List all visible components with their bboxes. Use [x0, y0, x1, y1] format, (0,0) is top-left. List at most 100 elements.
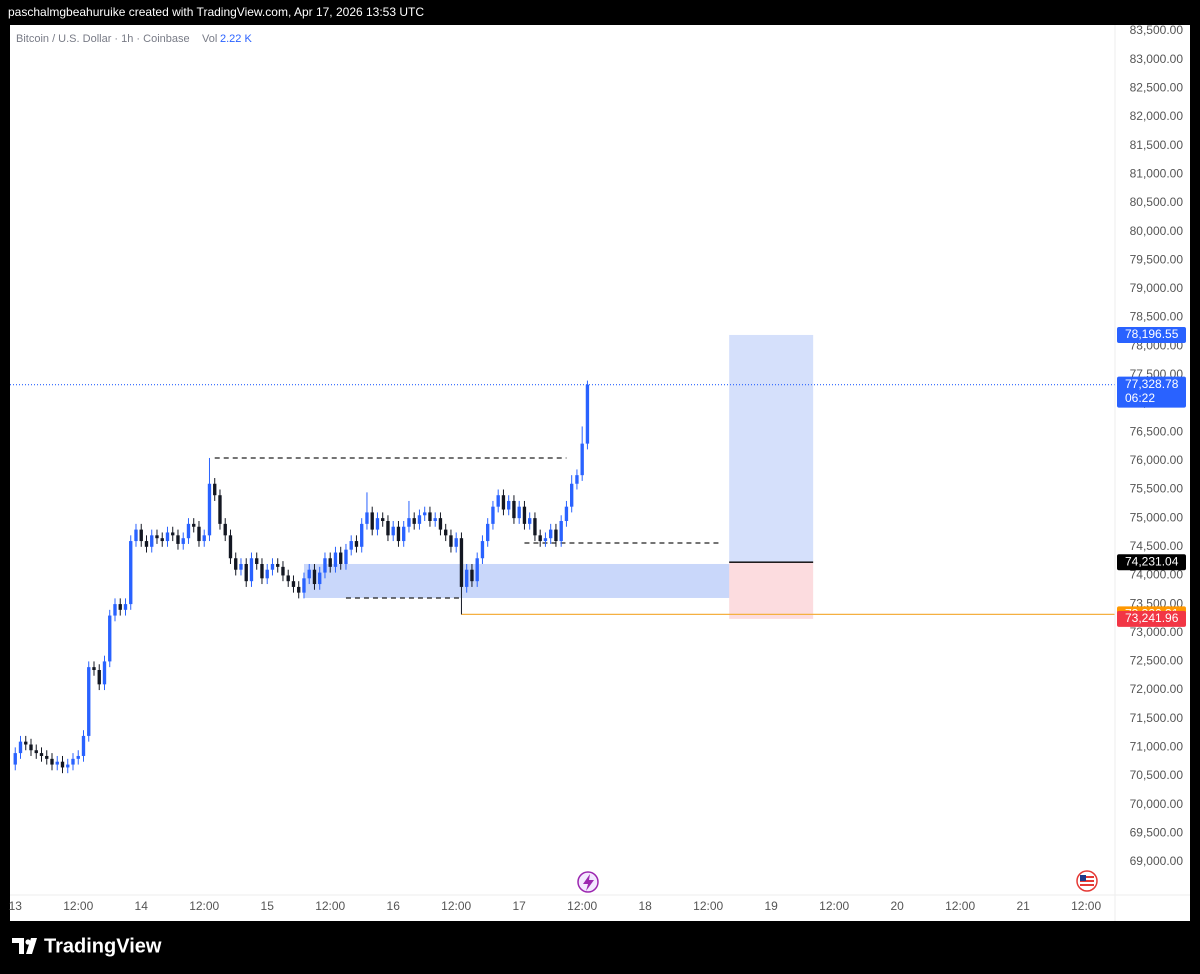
candle-body	[213, 483, 217, 496]
candle-body	[517, 506, 521, 519]
y-tick-label: 80,000.00	[1130, 224, 1184, 238]
candle-body	[139, 529, 143, 542]
candle-body	[496, 495, 500, 507]
zone	[303, 563, 735, 598]
y-tick-label: 83,500.00	[1130, 23, 1184, 37]
y-tick-label: 71,000.00	[1130, 740, 1184, 754]
logo-text: TradingView	[44, 935, 162, 957]
flag-icon	[1076, 870, 1098, 892]
candle-body	[438, 518, 443, 530]
y-tick-label: 79,000.00	[1130, 281, 1184, 295]
candle-body	[454, 538, 458, 547]
candle-body	[87, 667, 91, 736]
candle-body	[239, 563, 243, 570]
candle-body	[71, 758, 75, 765]
event-icon	[577, 871, 599, 893]
legend-symbol: Bitcoin / U.S. Dollar · 1h · Coinbase	[16, 33, 190, 45]
zone	[729, 562, 814, 619]
candle-body	[412, 518, 416, 524]
candle-body	[328, 558, 332, 567]
candle-body	[522, 506, 527, 524]
candle-body	[108, 615, 112, 662]
candle-body	[228, 535, 233, 559]
candle-body	[528, 518, 532, 524]
y-tick-label: 74,500.00	[1130, 539, 1184, 553]
x-tick-label: 15	[261, 899, 275, 913]
candle-body	[465, 569, 469, 587]
candle-body	[428, 512, 432, 522]
price-badge-label: 73,241.96	[1125, 611, 1179, 625]
zone	[729, 334, 814, 563]
candle-body	[386, 521, 390, 536]
chart-panel	[10, 25, 1190, 921]
candle-body	[223, 523, 227, 536]
candle-body	[66, 764, 70, 768]
header-text: paschalmgbeahuruike created with Trading…	[8, 5, 424, 19]
candle-body	[160, 538, 164, 542]
candle-body	[13, 753, 17, 765]
price-badge	[1117, 610, 1186, 627]
y-tick-label: 72,500.00	[1130, 654, 1184, 668]
candle-body	[97, 670, 101, 685]
candle-body	[255, 558, 259, 564]
candle-body	[176, 535, 180, 544]
candle-body	[102, 661, 107, 685]
candle-body	[270, 563, 275, 570]
candle-body	[50, 758, 54, 765]
x-tick-label: 12:00	[63, 899, 93, 913]
y-tick-label: 78,500.00	[1130, 310, 1184, 324]
candle-body	[302, 578, 306, 593]
candle-body	[512, 500, 516, 519]
candle-body	[181, 538, 185, 544]
y-tick-label: 75,500.00	[1130, 482, 1184, 496]
y-tick-label: 75,000.00	[1130, 510, 1184, 524]
candle-body	[297, 586, 301, 593]
candle-body	[34, 750, 38, 754]
candle-body	[402, 526, 406, 542]
candle-body	[370, 512, 374, 530]
x-tick-label: 21	[1016, 899, 1030, 913]
y-tick-label: 79,500.00	[1130, 252, 1184, 266]
x-tick-label: 20	[890, 899, 904, 913]
price-badge-label: 77,328.78	[1125, 377, 1179, 391]
candle-body	[134, 529, 138, 542]
x-tick-label: 17	[513, 899, 527, 913]
price-badge-label: 78,196.55	[1125, 327, 1179, 341]
plot	[10, 334, 1115, 774]
candle-body	[564, 506, 569, 522]
x-tick-label: 18	[638, 899, 652, 913]
x-tick-label: 13	[9, 899, 23, 913]
candle-body	[312, 569, 317, 585]
y-tick-label: 69,500.00	[1130, 826, 1184, 840]
candle-body	[186, 523, 191, 539]
candle-body	[559, 521, 563, 542]
candle-body	[580, 443, 584, 476]
logo	[12, 938, 37, 954]
y-tick-label: 70,000.00	[1130, 797, 1184, 811]
x-tick-label: 14	[135, 899, 149, 913]
candle-body	[81, 735, 86, 756]
candle-body	[39, 753, 44, 756]
candle-body	[501, 495, 506, 510]
y-tick-label: 80,500.00	[1130, 195, 1184, 209]
candle-body	[202, 535, 206, 542]
candle-body	[339, 552, 343, 564]
candle-body	[585, 384, 590, 444]
candle-body	[344, 549, 348, 564]
candle-body	[276, 563, 280, 567]
candle-body	[265, 569, 269, 579]
candle-body	[543, 538, 548, 542]
candle-body	[207, 483, 212, 536]
x-tick-label: 12:00	[567, 899, 597, 913]
candle-body	[360, 523, 364, 547]
candle-body	[459, 538, 464, 587]
candle-body	[129, 541, 133, 605]
candle-body	[570, 483, 574, 507]
y-tick-label: 70,500.00	[1130, 768, 1184, 782]
y-tick-label: 76,000.00	[1130, 453, 1184, 467]
x-tick-label: 19	[764, 899, 778, 913]
price-badge	[1117, 376, 1186, 408]
candle-body	[538, 535, 542, 542]
